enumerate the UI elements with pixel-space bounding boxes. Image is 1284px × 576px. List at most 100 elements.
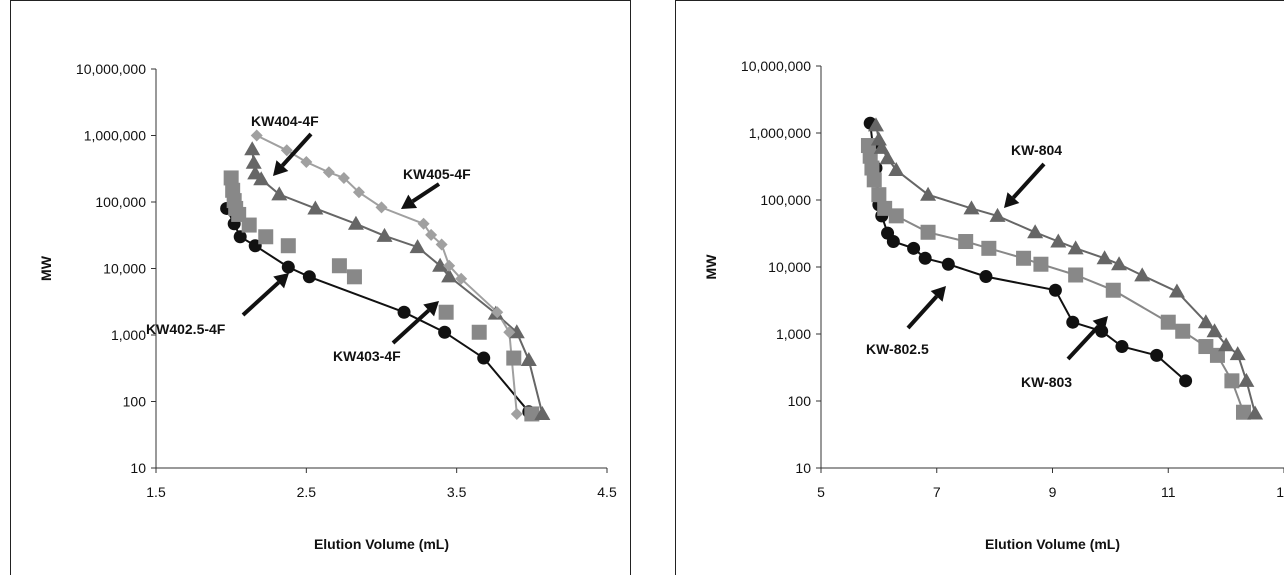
data-point-square xyxy=(1016,250,1032,266)
data-point-square xyxy=(223,170,239,186)
data-point-circle xyxy=(397,305,411,319)
chart-right: 10 100 1,000 10,000 100,000 1,000,000 10,000,0… xyxy=(703,58,1284,552)
annotation-arrow xyxy=(1066,324,1100,361)
data-point-circle xyxy=(233,230,247,244)
data-point-circle xyxy=(1066,315,1080,329)
data-point-triangle xyxy=(307,200,324,215)
data-point-diamond xyxy=(455,272,468,285)
y-tick-label: 10 xyxy=(130,460,146,476)
data-point-triangle xyxy=(989,207,1006,222)
data-point-square xyxy=(920,224,936,240)
x-tick-label: 11 xyxy=(1161,484,1176,500)
data-point-diamond xyxy=(417,217,430,230)
data-point-triangle xyxy=(1067,240,1084,255)
y-tick-label: 1,000 xyxy=(111,327,146,343)
x-tick-label: 7 xyxy=(933,484,941,500)
series-line xyxy=(225,207,530,413)
data-point-square xyxy=(258,229,274,245)
series-annotation: KW405-4F xyxy=(403,166,471,182)
data-point-triangle xyxy=(1247,405,1264,420)
annotation-arrowhead xyxy=(273,273,289,289)
data-point-square xyxy=(1033,256,1049,272)
y-tick-label: 100 xyxy=(788,393,812,409)
data-point-square xyxy=(1235,404,1251,420)
data-point-circle xyxy=(1150,348,1164,362)
annotation-arrow xyxy=(241,280,281,317)
annotation-arrow xyxy=(280,132,313,167)
data-point-square xyxy=(958,234,974,250)
data-point-triangle xyxy=(1218,337,1235,352)
data-point-diamond xyxy=(425,228,438,241)
data-point-square xyxy=(871,187,887,203)
data-point-triangle xyxy=(920,186,937,201)
data-point-triangle xyxy=(1050,233,1067,248)
annotation-arrowhead xyxy=(273,160,289,176)
series-line xyxy=(867,145,1245,413)
annotation-arrowhead xyxy=(423,301,439,317)
data-point-square xyxy=(1175,323,1191,339)
data-point-diamond xyxy=(352,186,365,199)
x-tick-label: 2.5 xyxy=(297,484,317,500)
data-point-square xyxy=(981,240,997,256)
data-point-triangle xyxy=(1027,224,1044,239)
data-point-circle xyxy=(907,241,921,255)
data-point-triangle xyxy=(508,324,525,339)
data-point-square xyxy=(864,160,880,176)
data-point-triangle xyxy=(1168,283,1185,298)
data-point-square xyxy=(471,324,487,340)
data-point-triangle xyxy=(534,405,551,420)
data-point-diamond xyxy=(435,238,448,251)
data-point-triangle xyxy=(1197,314,1214,329)
data-point-triangle xyxy=(1111,256,1128,271)
x-tick-label: 13 xyxy=(1276,484,1284,500)
data-point-square xyxy=(1209,347,1225,363)
data-point-circle xyxy=(918,251,932,265)
data-point-triangle xyxy=(1096,250,1113,265)
data-point-square xyxy=(438,304,454,320)
data-point-diamond xyxy=(510,407,523,420)
y-tick-label: 1,000,000 xyxy=(749,125,811,141)
annotation-arrow xyxy=(906,295,939,330)
series-annotation: KW-803 xyxy=(1021,374,1072,390)
data-point-square xyxy=(346,269,362,285)
annotation-arrowhead xyxy=(401,194,418,209)
data-point-triangle xyxy=(376,227,393,242)
data-point-triangle xyxy=(271,186,288,201)
data-point-square xyxy=(1224,373,1240,389)
data-point-triangle xyxy=(867,117,884,132)
x-tick-label: 4.5 xyxy=(597,484,617,500)
y-tick-label: 10,000,000 xyxy=(76,61,146,77)
data-point-circle xyxy=(477,351,491,365)
x-axis-title: Elution Volume (mL) xyxy=(314,536,449,552)
data-point-square xyxy=(877,200,893,216)
data-point-triangle xyxy=(1229,346,1246,361)
data-point-diamond xyxy=(322,166,335,179)
annotation-arrow xyxy=(391,308,431,345)
data-point-diamond xyxy=(503,326,516,339)
data-point-triangle xyxy=(347,215,364,230)
data-point-square xyxy=(862,148,878,164)
data-point-triangle xyxy=(1206,323,1223,338)
data-point-triangle xyxy=(879,150,896,165)
data-point-circle xyxy=(1179,374,1193,388)
data-point-triangle xyxy=(244,141,261,156)
series-line xyxy=(251,149,544,415)
data-point-square xyxy=(1068,267,1084,283)
data-point-triangle xyxy=(873,139,890,154)
data-point-triangle xyxy=(1238,372,1255,387)
chart-left: 10 100 1,000 10,000 100,000 1,000,000 10,000,0… xyxy=(38,61,617,552)
x-tick-label: 3.5 xyxy=(447,484,467,500)
data-point-circle xyxy=(886,235,900,249)
series-annotation: KW404-4F xyxy=(251,113,319,129)
data-point-triangle xyxy=(888,162,905,177)
data-point-triangle xyxy=(245,154,262,169)
annotation-arrowhead xyxy=(1004,192,1020,208)
chart-panel-left: 10 100 1,000 10,000 100,000 1,000,000 10,000,0… xyxy=(10,0,631,575)
annotation-arrow xyxy=(411,182,441,203)
data-point-diamond xyxy=(443,259,456,272)
data-point-square xyxy=(1198,339,1214,355)
y-tick-label: 1,000,000 xyxy=(84,128,146,144)
y-tick-label: 10,000 xyxy=(768,259,811,275)
series-annotation: KW403-4F xyxy=(333,348,401,364)
y-tick-label: 10,000 xyxy=(103,261,146,277)
